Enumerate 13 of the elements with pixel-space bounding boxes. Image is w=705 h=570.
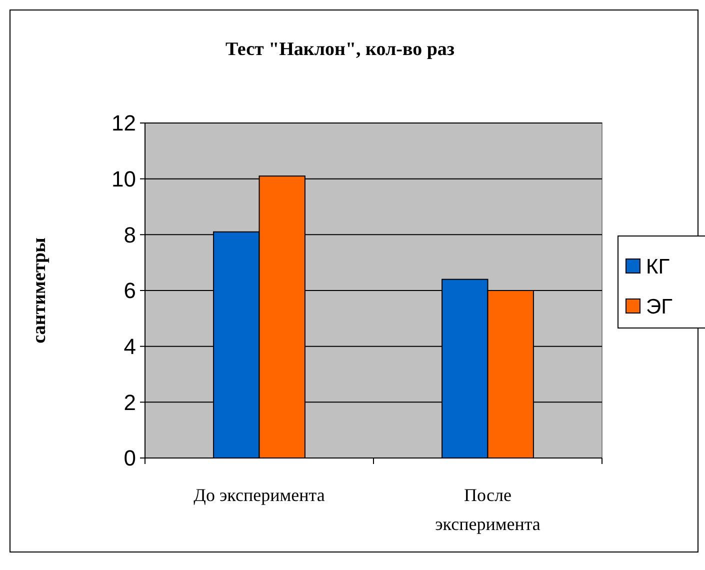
y-tick-label: 2 <box>124 390 136 415</box>
y-tick-label: 0 <box>124 446 136 471</box>
y-tick-label: 10 <box>112 166 136 192</box>
y-tick-label: 6 <box>124 278 136 304</box>
legend-label: ЭГ <box>646 295 672 318</box>
chart-title: Тест "Наклон", кол-во раз <box>225 39 455 60</box>
y-tick-label: 8 <box>124 222 136 248</box>
y-tick-label: 4 <box>124 334 136 360</box>
x-tick-label: До эксперимента <box>194 485 325 505</box>
x-tick-label: После эксперимента <box>435 485 540 534</box>
y-axis-title: сантиметры <box>29 237 50 344</box>
y-tick-label: 12 <box>112 110 136 136</box>
legend-label: КГ <box>646 255 670 278</box>
